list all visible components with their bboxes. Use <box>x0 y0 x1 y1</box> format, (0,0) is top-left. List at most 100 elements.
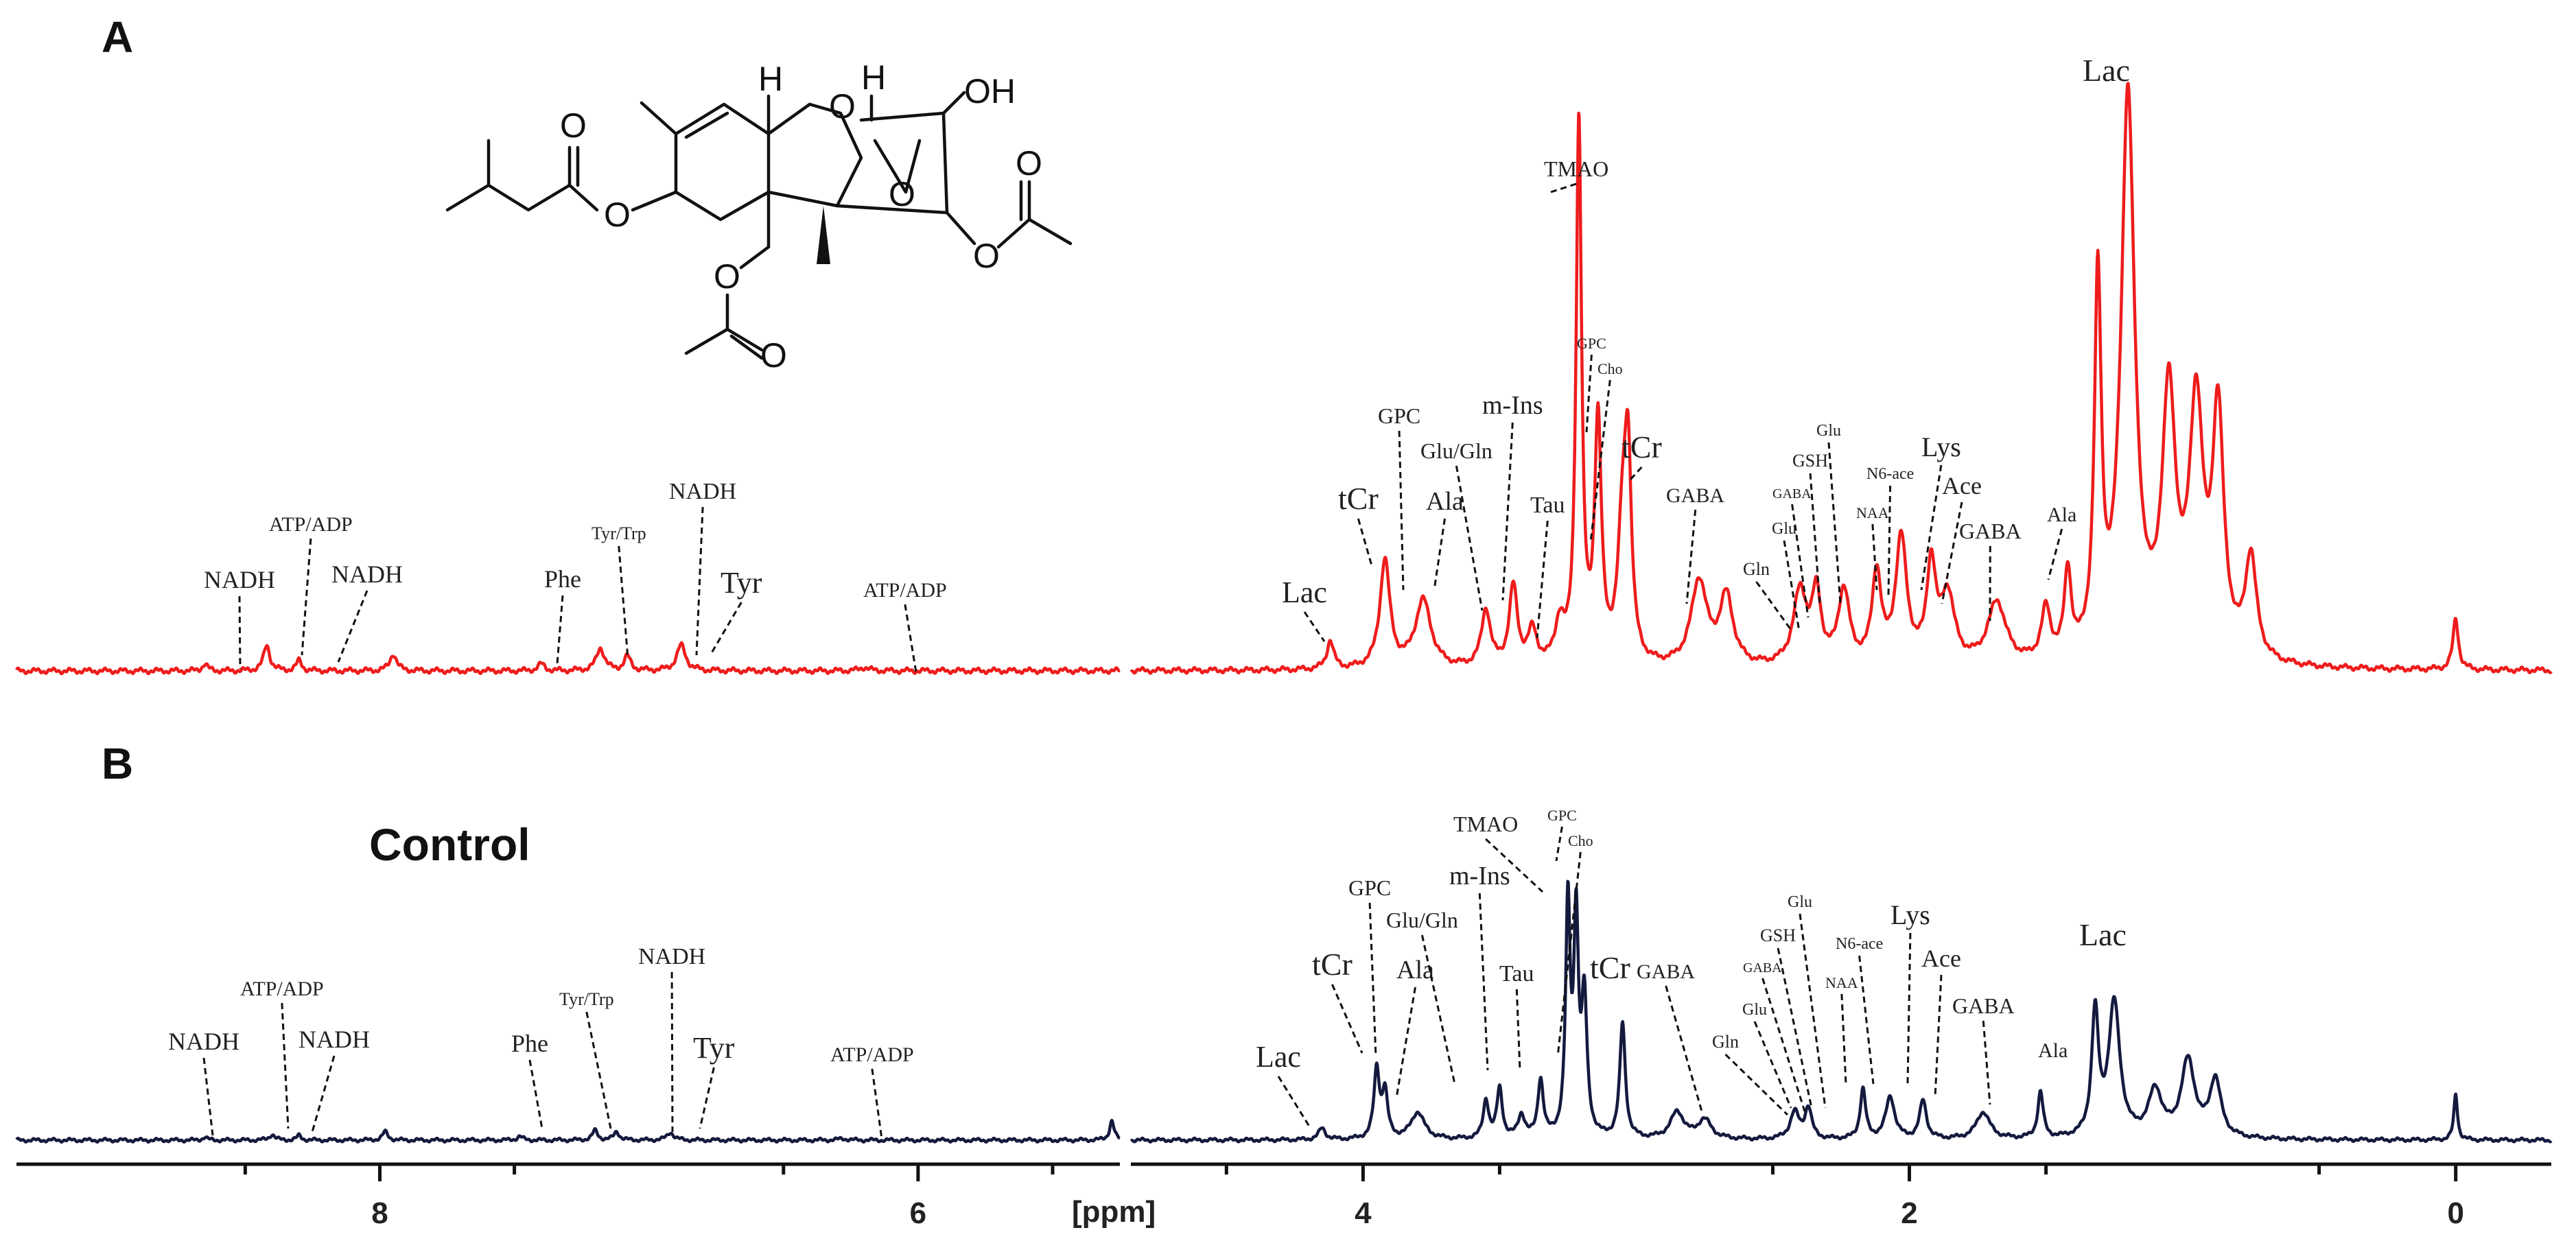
structure-methyl-a <box>640 101 678 136</box>
structure-acetyl1 <box>996 217 1073 249</box>
panel-b-leader-nadh-8.3 <box>311 1055 336 1133</box>
panel-a-leader-glu-2.1 <box>1827 442 1842 604</box>
panel-b-label-atp-6.2: ATP/ADP <box>830 1043 914 1066</box>
panel-a-label-nadh-7.0: NADH <box>669 479 736 504</box>
axis-unit-label: [ppm] <box>1072 1195 1156 1229</box>
panel-a-label-tyr-trp: Tyr/Trp <box>592 523 646 543</box>
panel-b-leader-gaba-1.9 <box>1982 1020 1991 1105</box>
structure-acetyl2-co-double <box>729 334 764 360</box>
panel-a-leader-ace <box>1941 501 1963 604</box>
panel-b-label-m-ins: m-Ins <box>1449 862 1510 890</box>
structure-acetyl2-co <box>725 327 764 352</box>
panel-a-label-gpc-3.2: GPC <box>1577 335 1606 352</box>
structure-epoxide <box>873 139 922 194</box>
panel-b-leader-gln-2.4 <box>1724 1053 1789 1116</box>
panel-a-leader-lac-4 <box>1303 611 1326 642</box>
panel-b-label-gpc-3.8: GPC <box>1348 875 1391 900</box>
panel-a-leader-nadh-7.0 <box>695 506 704 656</box>
panel-b-label-ace: Ace <box>1921 945 1961 972</box>
panel-a-label-phe: Phe <box>544 565 581 593</box>
panel-a-label-tcr-3.9: tCr <box>1338 481 1379 516</box>
panel-a-label-gaba-2.8: GABA <box>1666 484 1724 507</box>
panel-a-label-ala-1.5: Ala <box>2047 504 2076 526</box>
panel-a-leader-gsh <box>1809 473 1821 604</box>
panel-a-label-n6-ace: N6-ace <box>1866 465 1914 483</box>
axis-tick-label-8: 8 <box>371 1196 388 1230</box>
structure-atom-o-acetyl1: O <box>973 237 1000 275</box>
panel-a-label-atp-6.2: ATP/ADP <box>863 579 947 602</box>
panel-b-label-tmao: TMAO <box>1453 812 1518 836</box>
structure-ring-a <box>674 102 771 222</box>
panel-b-leader-tyr-trp <box>585 1011 612 1129</box>
panel-b-label-cho: Cho <box>1568 832 1593 849</box>
panel-b-leader-cho <box>1556 851 1582 1057</box>
panel-b-label-gpc-3.2: GPC <box>1547 807 1577 824</box>
control-title: Control <box>369 819 530 870</box>
axis-tick-label-6: 6 <box>910 1196 926 1230</box>
structure-atom-o-acetyl2-carbonyl: O <box>760 336 787 375</box>
structure-oh-bond <box>941 91 966 115</box>
panel-b-label-gaba-2.8: GABA <box>1637 960 1695 983</box>
panel-b-leader-m-ins <box>1478 893 1489 1071</box>
axis-ticks: 8 6 4 2 0 <box>243 1164 2464 1230</box>
panel-b-leader-ala-3.7 <box>1395 987 1416 1098</box>
structure-atom-o-epoxide: O <box>889 175 915 213</box>
panel-a-label-ace: Ace <box>1942 472 1982 499</box>
structure-atom-h2: H <box>861 58 886 97</box>
panel-a-leader-tyr <box>709 602 742 656</box>
spectrum-b-segment-2 <box>1129 879 2553 1144</box>
panel-a-leader-ala-1.5 <box>2047 528 2063 580</box>
panel-a-label-gln-2.4: Gln <box>1743 559 1770 579</box>
panel-a-label-lac-4: Lac <box>1282 576 1327 609</box>
panel-b-letter: B <box>102 739 133 788</box>
panel-b-label-phe: Phe <box>511 1030 548 1057</box>
structure-atom-o-ring: O <box>829 87 856 126</box>
axis-tick-label-0: 0 <box>2447 1196 2463 1230</box>
panel-b-label-glu-gln-3.7: Glu/Gln <box>1386 908 1458 932</box>
panel-a-label-glu-gln-3.7: Glu/Gln <box>1420 438 1492 463</box>
panel-b-label-lac-4: Lac <box>1256 1040 1301 1074</box>
structure-atom-o-ester: O <box>604 196 631 234</box>
panel-a-label-gaba-1.9: GABA <box>1959 519 2022 543</box>
panel-b-label-glu-2.35: Glu <box>1742 1001 1767 1019</box>
structure-isovaleryl-chain <box>445 183 599 212</box>
spectrum-panel-a <box>15 82 2553 676</box>
panel-a-leader-gpc-3.2 <box>1585 354 1593 433</box>
panel-a-label-lac-1.3: Lac <box>2083 53 2130 88</box>
panel-a-leader-cho <box>1589 379 1611 543</box>
panel-b-leader-lys <box>1906 932 1912 1085</box>
panel-b-label-tcr-3.9: tCr <box>1312 947 1353 982</box>
panel-a-leader-phe <box>556 595 564 665</box>
panel-b-label-n6-ace: N6-ace <box>1836 935 1883 953</box>
panel-a-leader-gaba-2.8 <box>1685 509 1697 604</box>
panel-b-label-gln-2.4: Gln <box>1712 1032 1739 1052</box>
panel-b-label-ala-1.5: Ala <box>2038 1039 2068 1062</box>
panel-a-label-m-ins: m-Ins <box>1482 391 1543 420</box>
panel-b-leader-gaba-2.8 <box>1665 985 1703 1112</box>
panel-a-leader-nadh-8.3 <box>337 590 368 663</box>
panel-a-leader-gln-2.4 <box>1755 581 1792 630</box>
spectrum-b-segment-1 <box>15 1118 1121 1144</box>
panel-b-label-atp-8.4: ATP/ADP <box>240 978 324 1000</box>
structure-ring-b <box>766 102 863 208</box>
panel-a-label-lys: Lys <box>1921 432 1961 462</box>
spectrum-panel-b <box>15 879 2553 1144</box>
structure-atom-o-carbonyl: O <box>560 106 587 145</box>
panel-a-label-tau: Tau <box>1530 493 1565 518</box>
panel-b-leader-gpc-3.2 <box>1555 826 1563 862</box>
panel-b-label-nadh-8.3: NADH <box>298 1026 370 1053</box>
panel-b-label-gaba-1.9: GABA <box>1952 993 2015 1018</box>
structure-acetyl1-link <box>945 211 976 246</box>
panel-a-letter: A <box>102 12 133 62</box>
panel-a-leader-m-ins <box>1501 422 1514 601</box>
peak-labels-panel-a: Lac tCr GPC Ala Glu/Gln m-Ins Tau TMAO GPC Cho tCr… <box>204 53 2130 673</box>
panel-a-label-cho: Cho <box>1597 360 1623 377</box>
panel-b-label-nadh-7.0: NADH <box>638 944 705 969</box>
panel-b-leader-naa <box>1840 993 1847 1085</box>
panel-b-leader-gpc-3.8 <box>1368 902 1377 1057</box>
structure-acetyl2 <box>684 293 729 355</box>
panel-a-leader-lys <box>1920 464 1943 591</box>
panel-a-leader-tmao <box>1550 182 1577 193</box>
panel-a-label-tcr-3.0: tCr <box>1621 429 1662 464</box>
